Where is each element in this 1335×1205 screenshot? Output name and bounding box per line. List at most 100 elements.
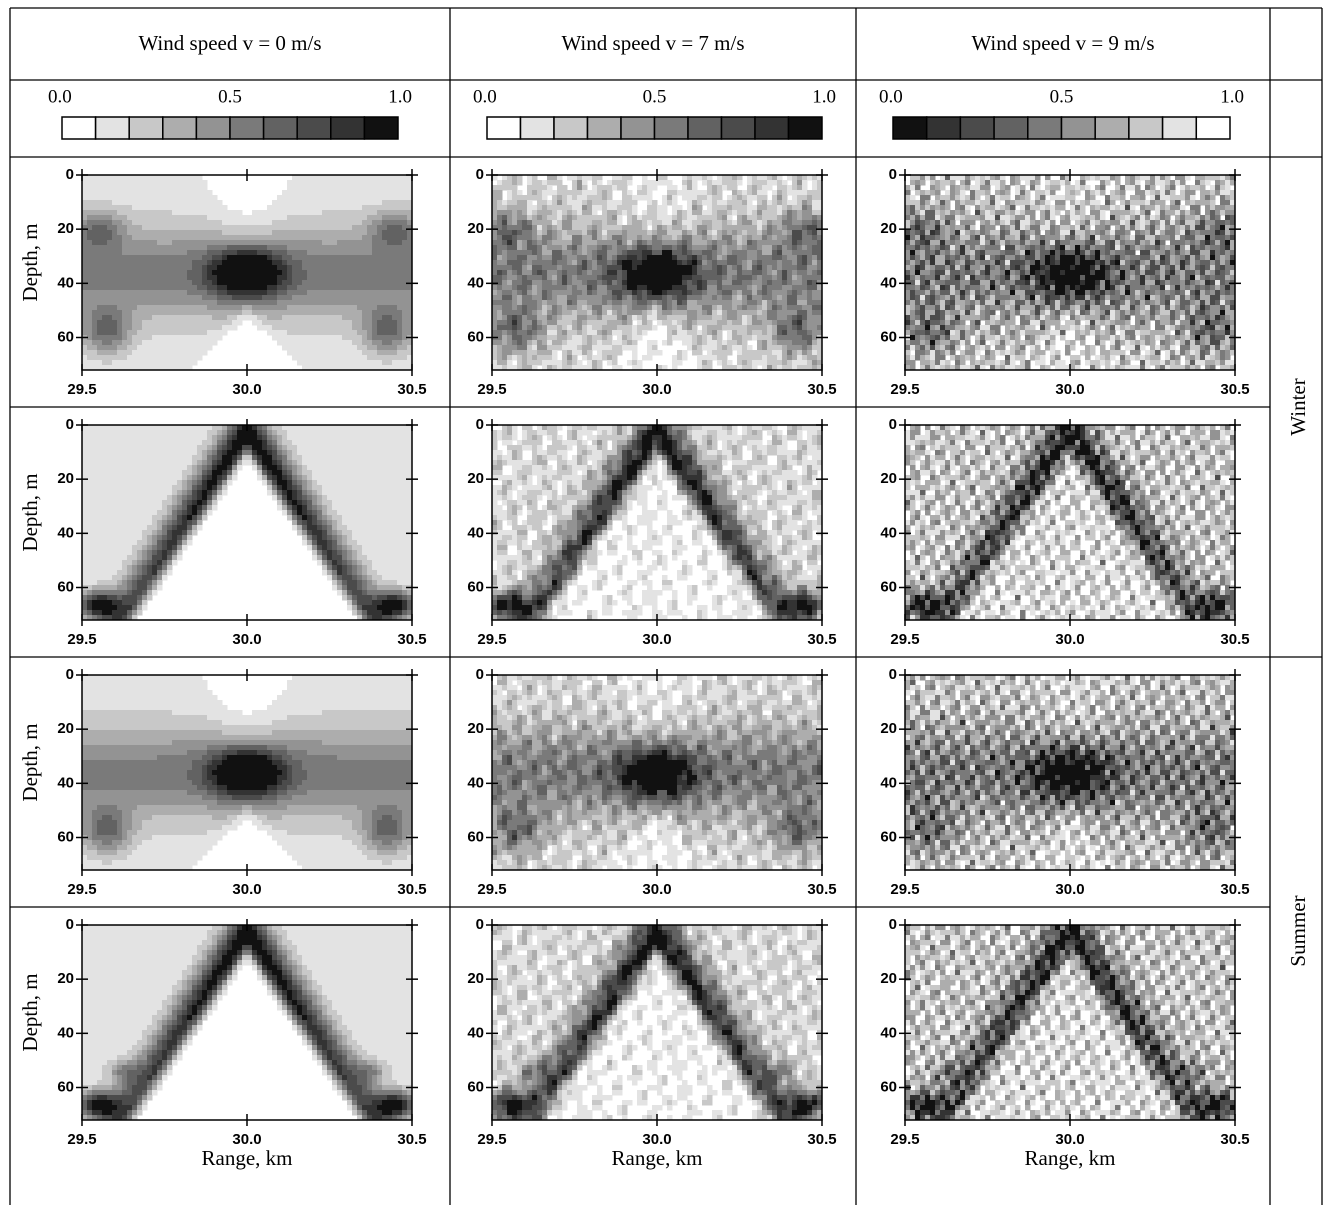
contour-cell [567, 260, 573, 266]
contour-cell [1100, 305, 1111, 311]
contour-cell [557, 425, 563, 431]
contour-cell [572, 275, 578, 281]
contour-cell [102, 610, 113, 616]
contour-cell [82, 450, 198, 456]
contour-cell [227, 465, 233, 471]
contour-cell [302, 470, 313, 476]
contour-cell [965, 325, 971, 331]
contour-cell [1110, 175, 1116, 181]
contour-cell [1100, 190, 1106, 196]
contour-cell [1170, 225, 1176, 231]
colorbar-swatch [994, 117, 1028, 139]
contour-cell [1015, 255, 1021, 261]
contour-cell [302, 510, 308, 516]
contour-cell [262, 425, 268, 431]
contour-cell [807, 205, 813, 211]
contour-cell [1155, 335, 1161, 341]
contour-cell [622, 330, 633, 336]
contour-cell [1035, 250, 1041, 256]
contour-cell [682, 325, 688, 331]
contour-cell [732, 430, 738, 436]
contour-cell [1200, 195, 1206, 201]
contour-cell [1185, 290, 1191, 296]
contour-cell [257, 435, 263, 441]
contour-cell [920, 180, 926, 186]
contour-cell [995, 335, 1001, 341]
contour-cell [562, 230, 568, 236]
contour-cell [1150, 285, 1161, 291]
contour-cell [512, 350, 528, 356]
contour-cell [1215, 330, 1226, 336]
contour-cell [935, 265, 946, 271]
contour-cell [1005, 355, 1011, 361]
contour-cell [1105, 295, 1111, 301]
contour-cell [1085, 215, 1091, 221]
column-header: Wind speed v = 9 m/s [971, 31, 1154, 55]
contour-cell [950, 185, 956, 191]
contour-cell [677, 240, 683, 246]
contour-cell [1105, 355, 1111, 361]
contour-cell [1120, 315, 1126, 321]
contour-cell [737, 360, 743, 366]
contour-cell [1210, 195, 1216, 201]
contour-cell [1210, 245, 1221, 251]
contour-cell [1035, 230, 1041, 236]
contour-cell [257, 455, 263, 461]
contour-cell [217, 450, 223, 456]
contour-cell [930, 255, 936, 261]
contour-cell [1090, 270, 1096, 276]
contour-cell [692, 200, 698, 206]
contour-cell [232, 430, 238, 436]
contour-cell [975, 360, 981, 366]
contour-cell [1095, 340, 1101, 346]
contour-cell [742, 190, 748, 196]
contour-cell [622, 290, 633, 296]
contour-cell [532, 235, 538, 241]
contour-cell [1125, 240, 1136, 246]
contour-cell [1110, 320, 1116, 326]
contour-cell [182, 490, 188, 496]
contour-cell [187, 480, 193, 486]
contour-cell [642, 220, 648, 226]
contour-cell [1115, 300, 1121, 306]
contour-cell [557, 295, 568, 301]
contour-cell [975, 340, 981, 346]
contour-cell [1050, 300, 1056, 306]
contour-cell [1060, 295, 1066, 301]
contour-cell [607, 230, 623, 236]
contour-cell [747, 305, 758, 311]
contour-cell [960, 360, 966, 366]
contour-cell [522, 340, 528, 346]
contour-cell [527, 325, 533, 331]
contour-cell [1190, 185, 1201, 191]
contour-cell [257, 315, 268, 321]
contour-cell [267, 315, 283, 321]
contour-cell [1050, 355, 1056, 361]
contour-cell [1115, 310, 1121, 316]
contour-cell [82, 355, 88, 361]
contour-cell [1025, 205, 1031, 211]
contour-cell [537, 230, 543, 236]
contour-cell [492, 315, 498, 321]
contour-cell [1010, 350, 1016, 356]
contour-cell [905, 240, 911, 246]
contour-cell [192, 490, 198, 496]
contour-cell [617, 255, 628, 261]
contour-cell [707, 235, 713, 241]
contour-cell [910, 240, 916, 246]
contour-cell [492, 195, 503, 201]
contour-cell [995, 200, 1001, 206]
contour-cell [707, 285, 718, 291]
contour-cell [302, 530, 308, 536]
contour-cell [1100, 230, 1106, 236]
contour-cell [757, 315, 768, 321]
contour-cell [707, 225, 713, 231]
contour-cell [1040, 290, 1046, 296]
contour-cell [592, 270, 603, 276]
contour-cell [557, 185, 568, 191]
contour-cell [950, 310, 961, 316]
contour-cell [1165, 295, 1171, 301]
contour-cell [975, 295, 981, 301]
contour-cell [1005, 265, 1011, 271]
contour-cell [1205, 310, 1211, 316]
